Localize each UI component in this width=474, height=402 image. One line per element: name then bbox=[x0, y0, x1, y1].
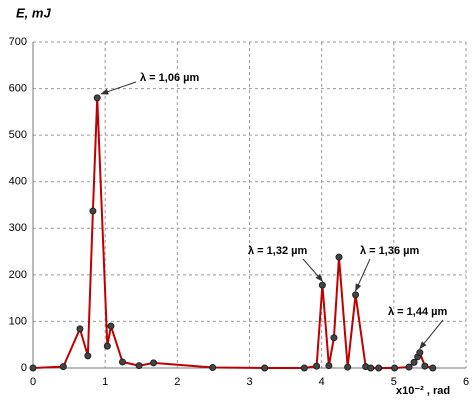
data-point bbox=[118, 358, 126, 366]
x-tick-label: 1 bbox=[102, 376, 108, 388]
data-point bbox=[261, 364, 269, 372]
y-tick-label: 400 bbox=[9, 176, 27, 188]
x-tick-label: 6 bbox=[463, 376, 469, 388]
data-point bbox=[150, 359, 158, 367]
data-point bbox=[405, 363, 413, 371]
data-point bbox=[29, 364, 37, 372]
data-point bbox=[335, 253, 343, 261]
annotation-arrow bbox=[100, 81, 137, 95]
data-point bbox=[84, 352, 92, 360]
x-tick-label: 0 bbox=[30, 376, 36, 388]
data-point bbox=[410, 358, 418, 366]
annotation: λ = 1,06 µm bbox=[140, 72, 199, 84]
data-point bbox=[352, 291, 360, 299]
annotation: λ = 1,32 µm bbox=[248, 245, 307, 257]
data-point bbox=[318, 281, 326, 289]
annotation-arrow bbox=[355, 258, 371, 292]
data-point bbox=[391, 364, 399, 372]
data-point bbox=[416, 349, 424, 357]
x-tick-label: 2 bbox=[174, 376, 180, 388]
data-point bbox=[375, 364, 383, 372]
x-tick-label: 5 bbox=[391, 376, 397, 388]
data-point bbox=[367, 364, 375, 372]
y-tick-label: 100 bbox=[9, 315, 27, 327]
data-point bbox=[300, 364, 308, 372]
data-point bbox=[135, 362, 143, 370]
data-point bbox=[429, 364, 437, 372]
y-axis-label: E, mJ bbox=[16, 5, 51, 20]
data-point bbox=[344, 363, 352, 371]
annotation-arrow bbox=[419, 319, 444, 350]
x-axis-label: x10⁻² , rad bbox=[396, 385, 450, 397]
data-point bbox=[330, 334, 338, 342]
annotation: λ = 1,44 µm bbox=[388, 306, 447, 318]
y-tick-label: 600 bbox=[9, 82, 27, 94]
annotation-arrow bbox=[302, 258, 324, 282]
data-point bbox=[325, 362, 333, 370]
y-tick-label: 200 bbox=[9, 269, 27, 281]
data-point bbox=[93, 94, 101, 102]
data-point bbox=[313, 362, 321, 370]
x-tick-label: 3 bbox=[246, 376, 252, 388]
data-line bbox=[32, 97, 434, 369]
annotation: λ = 1,36 µm bbox=[360, 245, 419, 257]
data-point bbox=[103, 342, 111, 350]
data-point bbox=[209, 364, 217, 372]
y-tick-label: 700 bbox=[9, 36, 27, 48]
data-point bbox=[89, 207, 97, 215]
data-point bbox=[107, 322, 115, 330]
data-point bbox=[421, 362, 429, 370]
data-point bbox=[59, 363, 67, 371]
y-tick-label: 300 bbox=[9, 222, 27, 234]
y-tick-label: 500 bbox=[9, 129, 27, 141]
data-point bbox=[76, 325, 84, 333]
y-tick-label: 0 bbox=[21, 362, 27, 374]
x-tick-label: 4 bbox=[319, 376, 325, 388]
